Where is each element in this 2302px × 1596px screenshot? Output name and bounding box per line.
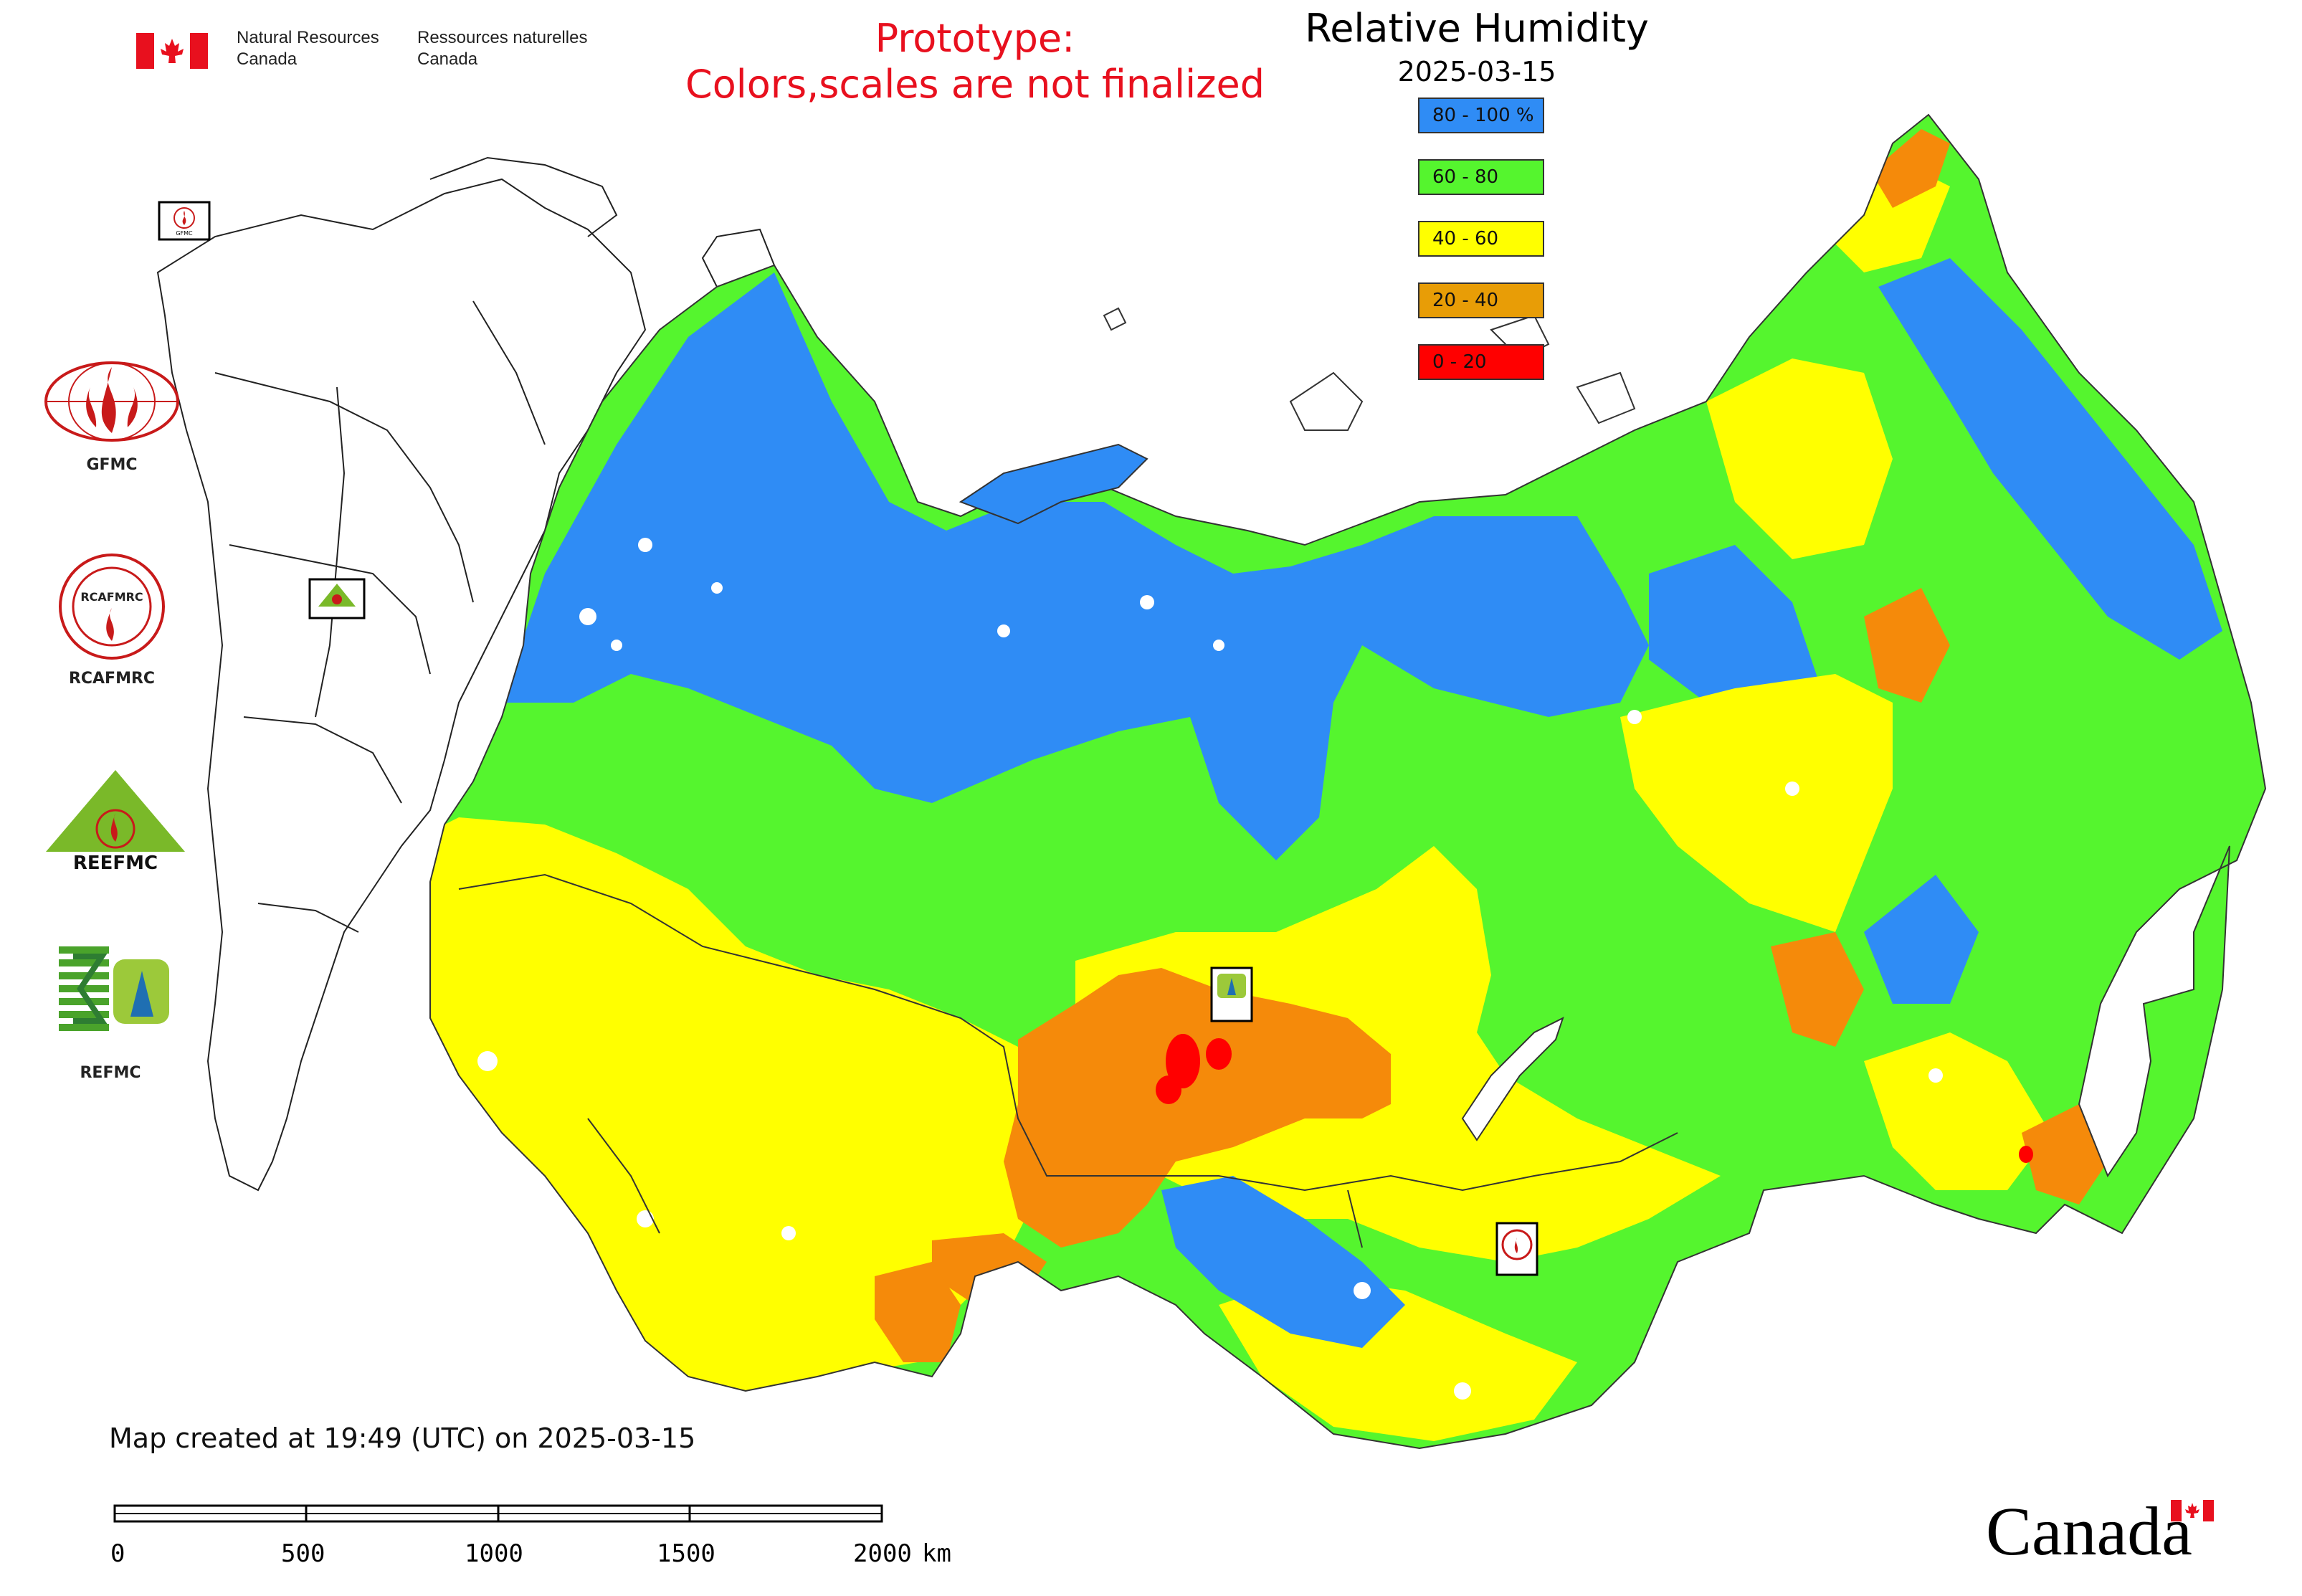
- scale-bar: 0 500 1000 1500 2000 km: [110, 1504, 951, 1568]
- arctic-islands: [959, 307, 1636, 525]
- legend-item-0-20: 0 - 20: [1418, 344, 1544, 380]
- scale-unit: km: [922, 1539, 951, 1568]
- refmc-logo: [59, 942, 169, 1035]
- gfmc-logo: [44, 361, 179, 442]
- department-name-en: Natural Resources Canada: [237, 27, 379, 70]
- department-name-fr: Ressources naturelles Canada: [417, 27, 587, 70]
- gfmc-label: GFMC: [86, 456, 138, 474]
- canada-wordmark: Canada: [1986, 1491, 2214, 1571]
- rcafmrc-label: RCAFMRC: [68, 670, 156, 688]
- reefmc-wordmark: REEFMC: [73, 852, 158, 872]
- legend-item-40-60: 40 - 60: [1418, 221, 1544, 257]
- scale-tick-500: 500: [281, 1539, 325, 1568]
- prototype-line1: Prototype:: [875, 16, 1075, 61]
- svg-text:GFMC: GFMC: [176, 230, 193, 237]
- refmc-label: REFMC: [80, 1064, 141, 1082]
- canada-wordmark-text: Canada: [1986, 1493, 2192, 1569]
- gfmc-map-marker: GFMC: [158, 201, 211, 241]
- gov-en-line1: Natural Resources: [237, 28, 379, 47]
- scale-tick-0: 0: [110, 1539, 125, 1568]
- legend-item-80-100: 80 - 100 %: [1418, 98, 1544, 133]
- refmc-map-marker: [1210, 966, 1253, 1022]
- western-border-outlines: [156, 156, 775, 1192]
- map-created-note: Map created at 19:49 (UTC) on 2025-03-15: [109, 1422, 696, 1454]
- scale-tick-1000: 1000: [465, 1539, 523, 1568]
- canada-flag-icon: [136, 33, 208, 69]
- gov-en-line2: Canada: [237, 49, 298, 69]
- reefmc-logo: REEFMC: [46, 770, 185, 872]
- prototype-notice: Prototype: Colors,scales are not finaliz…: [645, 16, 1305, 108]
- international-borders: [458, 873, 1678, 1248]
- legend-item-60-80: 60 - 80: [1418, 159, 1544, 195]
- rcafmrc-logo: RCAFMRC: [59, 554, 165, 660]
- government-of-canada-signature: Natural Resources Canada Ressources natu…: [136, 27, 624, 77]
- gov-fr-line2: Canada: [417, 49, 478, 69]
- rcafmrc-wordmark: RCAFMRC: [80, 590, 143, 604]
- wordmark-flag-icon: [2171, 1500, 2214, 1521]
- map-date: 2025-03-15: [1397, 56, 1556, 87]
- rcafmrc-map-marker: [1495, 1222, 1538, 1276]
- lake-baikal: [1461, 1017, 1564, 1141]
- map-title: Relative Humidity: [1305, 6, 1649, 51]
- legend-item-20-40: 20 - 40: [1418, 282, 1544, 318]
- prototype-line2: Colors,scales are not finalized: [685, 62, 1265, 107]
- scale-tick-2000: 2000: [853, 1539, 912, 1568]
- gov-fr-line1: Ressources naturelles: [417, 28, 588, 47]
- reefmc-map-marker: [308, 578, 366, 619]
- scale-tick-1500: 1500: [657, 1539, 715, 1568]
